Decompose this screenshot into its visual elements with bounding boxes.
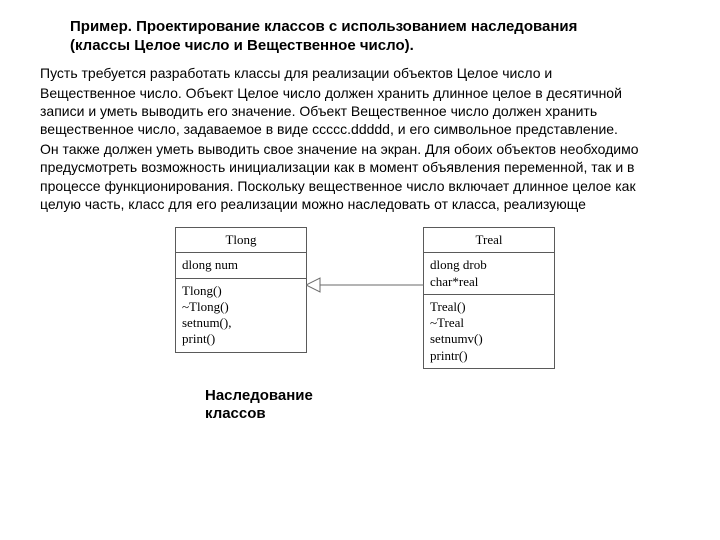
diagram-caption: Наследование классов [205,387,680,423]
tlong-op-3: setnum(), [182,315,300,331]
tlong-name: Tlong [176,228,306,253]
uml-class-tlong: Tlong dlong num Tlong() ~Tlong() setnum(… [175,227,307,353]
uml-diagram: Tlong dlong num Tlong() ~Tlong() setnum(… [175,227,555,369]
paragraph-3: Он также должен уметь выводить свое знач… [40,140,670,213]
treal-attr-1: dlong drob [430,257,548,273]
treal-attr-2: char*real [430,274,548,290]
treal-ops: Treal() ~Treal setnumv() printr() [424,295,554,368]
treal-attrs: dlong drob char*real [424,253,554,295]
treal-op-3: setnumv() [430,331,548,347]
uml-class-treal: Treal dlong drob char*real Treal() ~Trea… [423,227,555,369]
treal-op-4: printr() [430,348,548,364]
title-line-1: Пример. Проектирование классов с использ… [70,18,577,35]
body-text: Пусть требуется разработать классы для р… [40,64,670,214]
tlong-attrs: dlong num [176,253,306,278]
tlong-op-1: Tlong() [182,283,300,299]
inheritance-arrow-icon [306,275,424,295]
tlong-ops: Tlong() ~Tlong() setnum(), print() [176,279,306,352]
page: Пример. Проектирование классов с использ… [0,0,720,540]
treal-op-1: Treal() [430,299,548,315]
example-title: Пример. Проектирование классов с использ… [70,18,670,56]
paragraph-1: Пусть требуется разработать классы для р… [40,64,670,82]
tlong-op-4: print() [182,331,300,347]
tlong-op-2: ~Tlong() [182,299,300,315]
uml-boxes: Tlong dlong num Tlong() ~Tlong() setnum(… [175,227,555,369]
caption-line-1: Наследование [205,387,313,404]
treal-name: Treal [424,228,554,253]
treal-op-2: ~Treal [430,315,548,331]
paragraph-2: Вещественное число. Объект Целое число д… [40,84,670,139]
title-line-2: (классы Целое число и Вещественное число… [70,37,414,54]
caption-line-2: классов [205,405,266,422]
